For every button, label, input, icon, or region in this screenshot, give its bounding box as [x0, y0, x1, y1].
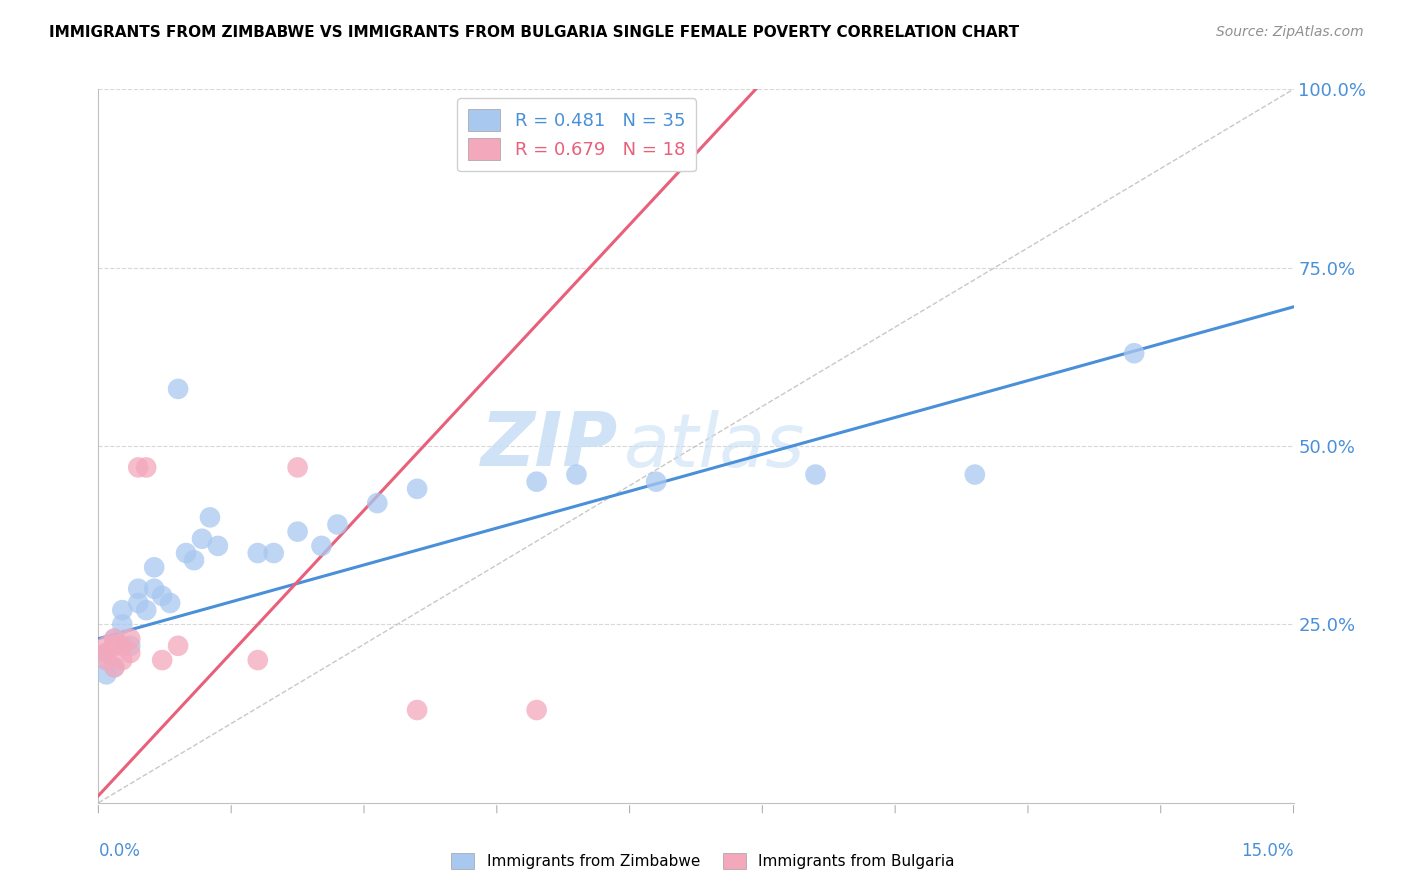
Point: [311, 539, 333, 553]
Point: [120, 646, 142, 660]
Point: [191, 532, 214, 546]
Point: [127, 596, 149, 610]
Point: [167, 382, 190, 396]
Legend: R = 0.481   N = 35, R = 0.679   N = 18: R = 0.481 N = 35, R = 0.679 N = 18: [457, 98, 696, 171]
Point: [96, 646, 118, 660]
Point: [565, 467, 588, 482]
Point: [127, 460, 149, 475]
Point: [103, 660, 125, 674]
Point: [246, 546, 269, 560]
Point: [326, 517, 349, 532]
Point: [207, 539, 229, 553]
Text: atlas: atlas: [624, 410, 806, 482]
Point: [150, 589, 173, 603]
Point: [96, 646, 118, 660]
Point: [287, 460, 309, 475]
Point: [111, 617, 134, 632]
Point: [96, 653, 118, 667]
Point: [406, 482, 429, 496]
Point: [96, 653, 118, 667]
Point: [103, 660, 125, 674]
Point: [159, 596, 181, 610]
Point: [143, 582, 166, 596]
Point: [143, 560, 166, 574]
Point: [127, 582, 149, 596]
Point: [526, 703, 548, 717]
Point: [111, 653, 134, 667]
Point: [135, 603, 157, 617]
Text: 0.0%: 0.0%: [98, 842, 141, 860]
Point: [406, 703, 429, 717]
Legend: Immigrants from Zimbabwe, Immigrants from Bulgaria: Immigrants from Zimbabwe, Immigrants fro…: [446, 847, 960, 875]
Point: [804, 467, 827, 482]
Point: [198, 510, 221, 524]
Point: [1123, 346, 1146, 360]
Point: [111, 603, 134, 617]
Point: [96, 639, 118, 653]
Point: [96, 667, 118, 681]
Point: [183, 553, 205, 567]
Point: [287, 524, 309, 539]
Text: IMMIGRANTS FROM ZIMBABWE VS IMMIGRANTS FROM BULGARIA SINGLE FEMALE POVERTY CORRE: IMMIGRANTS FROM ZIMBABWE VS IMMIGRANTS F…: [49, 25, 1019, 40]
Point: [526, 475, 548, 489]
Point: [167, 639, 190, 653]
Point: [150, 653, 173, 667]
Point: [103, 632, 125, 646]
Point: [174, 546, 197, 560]
Point: [120, 639, 142, 653]
Text: Source: ZipAtlas.com: Source: ZipAtlas.com: [1216, 25, 1364, 39]
Point: [135, 460, 157, 475]
Point: [103, 639, 125, 653]
Point: [263, 546, 285, 560]
Point: [366, 496, 388, 510]
Point: [103, 632, 125, 646]
Text: ZIP: ZIP: [481, 409, 619, 483]
Point: [120, 632, 142, 646]
Text: 15.0%: 15.0%: [1241, 842, 1294, 860]
Point: [246, 653, 269, 667]
Point: [111, 639, 134, 653]
Point: [103, 639, 125, 653]
Point: [645, 475, 668, 489]
Point: [963, 467, 986, 482]
